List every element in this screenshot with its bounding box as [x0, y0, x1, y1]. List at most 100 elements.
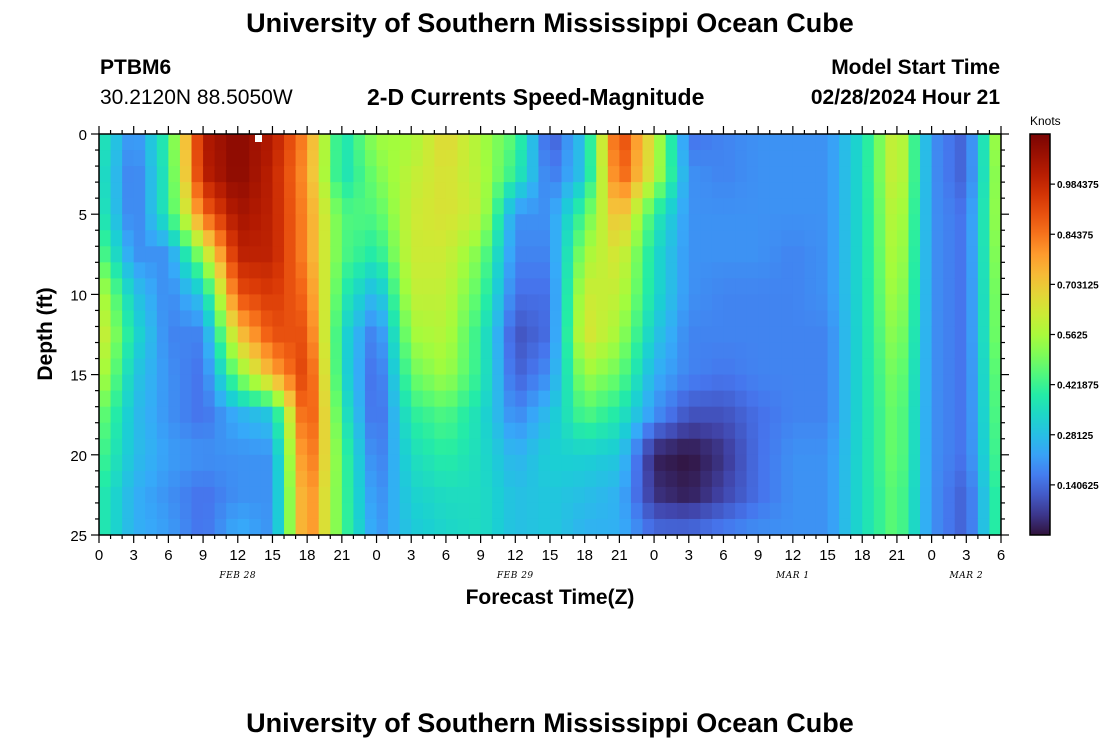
heatmap-cell: [550, 390, 563, 408]
heatmap-cell: [122, 150, 135, 167]
heatmap-cell: [422, 262, 435, 279]
heatmap-cell: [966, 406, 979, 424]
heatmap-cell: [469, 438, 482, 456]
heatmap-cell: [214, 166, 227, 183]
heatmap-cell: [954, 134, 967, 151]
heatmap-cell: [376, 246, 389, 263]
heatmap-cell: [330, 134, 343, 151]
heatmap-cell: [376, 134, 389, 151]
heatmap-cell: [191, 246, 204, 263]
heatmap-cell: [526, 326, 540, 344]
heatmap-cell: [515, 134, 528, 151]
heatmap-cell: [399, 358, 412, 376]
heatmap-cell: [839, 326, 852, 344]
heatmap-cell: [711, 438, 725, 456]
heatmap-cell: [804, 422, 817, 440]
heatmap-cell: [133, 246, 146, 263]
heatmap-cell: [364, 294, 378, 312]
heatmap-cell: [642, 214, 655, 231]
heatmap-cell: [353, 326, 366, 344]
heatmap-cell: [989, 310, 1001, 328]
heatmap-cell: [550, 166, 563, 183]
heatmap-cell: [526, 214, 540, 231]
heatmap-cell: [237, 214, 250, 231]
x-tick-label: 0: [372, 547, 380, 564]
heatmap-cell: [214, 198, 227, 215]
heatmap-cell: [133, 214, 146, 231]
heatmap-cell: [966, 230, 979, 247]
heatmap-cell: [503, 310, 516, 328]
heatmap-cell: [804, 214, 817, 231]
heatmap-cell: [735, 326, 748, 344]
heatmap-cell: [110, 150, 123, 167]
heatmap-cell: [133, 198, 146, 215]
heatmap-cell: [353, 358, 366, 376]
heatmap-cell: [700, 166, 713, 183]
heatmap-cell: [515, 486, 528, 504]
heatmap-cell: [654, 406, 667, 424]
heatmap-cell: [492, 214, 505, 231]
heatmap-cell: [966, 246, 979, 263]
heatmap-cell: [203, 486, 216, 504]
heatmap-cell: [214, 214, 227, 231]
heatmap-cell: [758, 230, 771, 247]
heatmap-cell: [700, 182, 713, 199]
heatmap-cell: [445, 358, 459, 376]
heatmap-cell: [977, 246, 991, 263]
heatmap-cell: [619, 294, 632, 312]
heatmap-cell: [168, 406, 181, 424]
heatmap-cell: [839, 134, 852, 151]
heatmap-cell: [388, 390, 401, 408]
heatmap-cell: [977, 502, 991, 520]
heatmap-cell: [642, 150, 655, 167]
heatmap-cell: [526, 278, 540, 295]
heatmap-cell: [862, 294, 875, 312]
heatmap-cell: [503, 454, 516, 472]
heatmap-cell: [110, 326, 123, 344]
heatmap-cell: [388, 518, 401, 535]
heatmap-cell: [677, 502, 690, 520]
heatmap-cell: [156, 182, 169, 199]
plot-title: 2-D Currents Speed-Magnitude: [367, 84, 705, 110]
heatmap-cell: [445, 518, 459, 535]
heatmap-cell: [850, 374, 863, 392]
heatmap-cell: [133, 518, 146, 535]
heatmap-cell: [145, 294, 158, 312]
heatmap-cell: [318, 198, 331, 215]
heatmap-cell: [862, 422, 875, 440]
x-tick-label: 0: [95, 547, 103, 564]
heatmap-cell: [573, 134, 586, 151]
heatmap-cell: [862, 182, 875, 199]
heatmap-cell: [445, 390, 459, 408]
heatmap-cell: [260, 374, 274, 392]
heatmap-cell: [515, 518, 528, 535]
colorbar-tick-label: 0.140625: [1057, 481, 1099, 492]
heatmap-cell: [873, 262, 886, 279]
heatmap-cell: [156, 454, 169, 472]
heatmap-cell: [457, 294, 470, 312]
heatmap-cell: [920, 390, 933, 408]
heatmap-cell: [364, 214, 378, 231]
heatmap-cell: [711, 454, 725, 472]
heatmap-cell: [284, 438, 297, 456]
heatmap-cell: [364, 438, 378, 456]
heatmap-cell: [376, 166, 389, 183]
heatmap-cell: [526, 390, 540, 408]
heatmap-cell: [445, 246, 459, 263]
heatmap-cell: [642, 262, 655, 279]
heatmap-cell: [272, 246, 285, 263]
heatmap-cell: [746, 150, 759, 167]
heatmap-cell: [307, 230, 320, 247]
heatmap-cell: [411, 486, 424, 504]
heatmap-cell: [469, 422, 482, 440]
heatmap-cell: [596, 166, 609, 183]
heatmap-cell: [550, 182, 563, 199]
heatmap-cell: [526, 198, 540, 215]
heatmap-cell: [654, 438, 667, 456]
heatmap-cell: [677, 518, 690, 535]
heatmap-cell: [445, 342, 459, 360]
heatmap-cell: [341, 326, 355, 344]
heatmap-cell: [99, 134, 112, 151]
heatmap-cell: [122, 406, 135, 424]
heatmap-cell: [677, 486, 690, 504]
